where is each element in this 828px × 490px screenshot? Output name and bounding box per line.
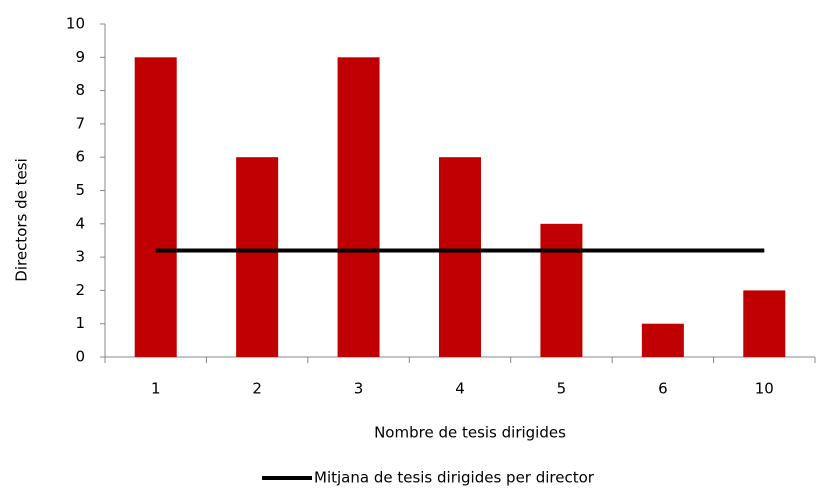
y-tick-label: 2 xyxy=(75,281,85,299)
y-axis-title: Directors de tesi xyxy=(13,158,31,281)
x-tick-label: 5 xyxy=(557,380,567,398)
bar xyxy=(236,157,279,357)
bar xyxy=(134,57,177,358)
bar xyxy=(743,290,786,357)
y-tick-label: 7 xyxy=(75,114,85,132)
y-tick-label: 4 xyxy=(75,214,85,232)
y-tick-label: 6 xyxy=(75,148,85,166)
x-tick-label: 4 xyxy=(455,380,465,398)
y-tick-label: 1 xyxy=(75,314,85,332)
y-tick-label: 9 xyxy=(75,48,85,66)
y-tick-label: 8 xyxy=(75,81,85,99)
x-tick-label: 10 xyxy=(755,380,774,398)
bar xyxy=(337,57,380,358)
y-tick-label: 10 xyxy=(66,15,85,33)
y-tick-label: 3 xyxy=(75,248,85,266)
y-tick-label: 5 xyxy=(75,181,85,199)
x-tick-label: 3 xyxy=(354,380,364,398)
bar xyxy=(540,223,583,357)
x-axis-title: Nombre de tesis dirigides xyxy=(374,424,566,442)
legend-label: Mitjana de tesis dirigides per director xyxy=(314,469,595,487)
bar xyxy=(641,323,684,357)
x-tick-label: 1 xyxy=(151,380,161,398)
x-tick-label: 2 xyxy=(252,380,262,398)
bar xyxy=(439,157,481,357)
y-tick-label: 0 xyxy=(75,348,85,366)
x-tick-label: 6 xyxy=(658,380,668,398)
